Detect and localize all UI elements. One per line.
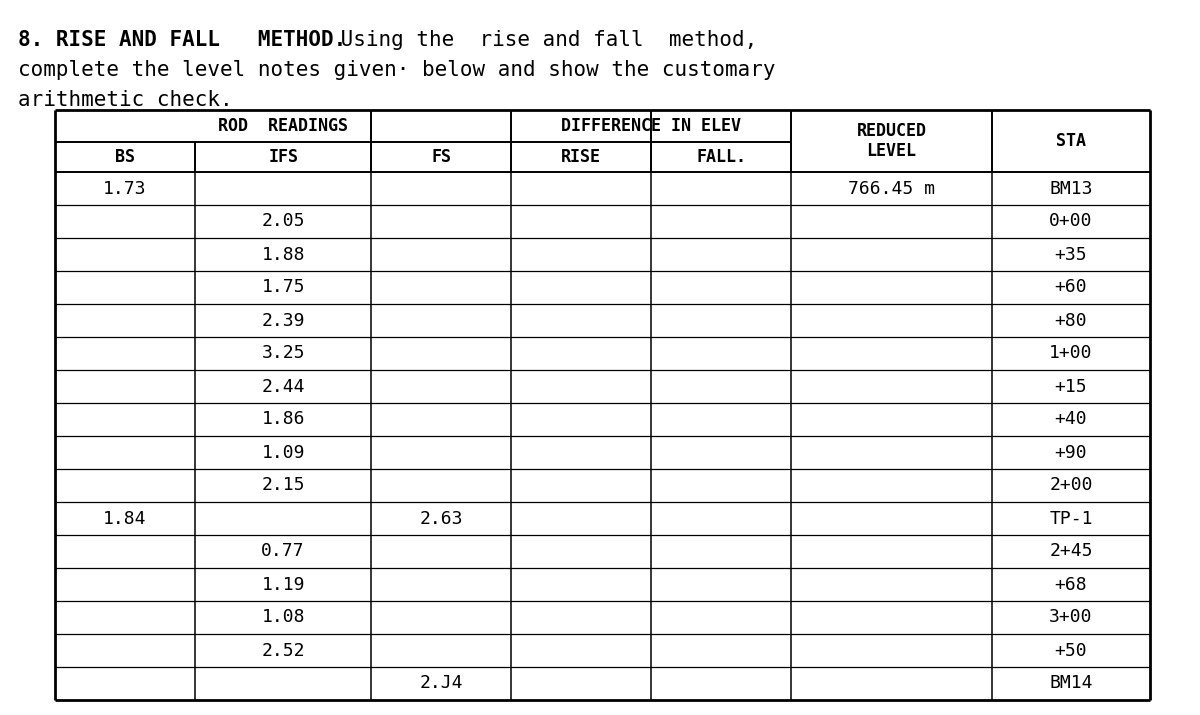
Text: 1.86: 1.86 — [262, 410, 305, 428]
Text: 2.J4: 2.J4 — [420, 674, 463, 693]
Text: FALL.: FALL. — [696, 148, 746, 166]
Text: +90: +90 — [1055, 443, 1087, 461]
Text: 1.19: 1.19 — [262, 576, 305, 593]
Text: 2.44: 2.44 — [262, 378, 305, 395]
Text: 2.63: 2.63 — [420, 510, 463, 528]
Text: BM14: BM14 — [1049, 674, 1093, 693]
Text: +35: +35 — [1055, 245, 1087, 264]
Text: complete the level notes given· below and show the customary: complete the level notes given· below an… — [18, 60, 775, 80]
Text: 2.05: 2.05 — [262, 212, 305, 230]
Text: ROD  READINGS: ROD READINGS — [218, 117, 348, 135]
Text: 1.08: 1.08 — [262, 608, 305, 626]
Text: BS: BS — [115, 148, 134, 166]
Text: IFS: IFS — [268, 148, 298, 166]
Text: 766.45 m: 766.45 m — [848, 179, 935, 197]
Text: 3.25: 3.25 — [262, 345, 305, 363]
Text: 2+00: 2+00 — [1049, 476, 1093, 495]
Text: TP-1: TP-1 — [1049, 510, 1093, 528]
Text: 1.09: 1.09 — [262, 443, 305, 461]
Text: STA: STA — [1056, 132, 1086, 150]
Text: BM13: BM13 — [1049, 179, 1093, 197]
Text: 2.39: 2.39 — [262, 312, 305, 330]
Text: 2.15: 2.15 — [262, 476, 305, 495]
Text: +68: +68 — [1055, 576, 1087, 593]
Text: 1.84: 1.84 — [103, 510, 146, 528]
Text: REDUCED
LEVEL: REDUCED LEVEL — [857, 122, 926, 160]
Text: 1+00: 1+00 — [1049, 345, 1093, 363]
Text: +15: +15 — [1055, 378, 1087, 395]
Text: 1.88: 1.88 — [262, 245, 305, 264]
Text: +60: +60 — [1055, 279, 1087, 297]
Text: DIFFERENCE IN ELEV: DIFFERENCE IN ELEV — [562, 117, 742, 135]
Text: 1.75: 1.75 — [262, 279, 305, 297]
Text: 0+00: 0+00 — [1049, 212, 1093, 230]
Text: 3+00: 3+00 — [1049, 608, 1093, 626]
Text: +40: +40 — [1055, 410, 1087, 428]
Text: 0.77: 0.77 — [262, 543, 305, 561]
Text: 8. RISE AND FALL   METHOD.: 8. RISE AND FALL METHOD. — [18, 30, 347, 50]
Text: 1.73: 1.73 — [103, 179, 146, 197]
Text: FS: FS — [431, 148, 451, 166]
Text: +80: +80 — [1055, 312, 1087, 330]
Text: 2+45: 2+45 — [1049, 543, 1093, 561]
Text: arithmetic check.: arithmetic check. — [18, 90, 233, 110]
Text: 2.52: 2.52 — [262, 641, 305, 659]
Text: +50: +50 — [1055, 641, 1087, 659]
Text: RISE: RISE — [562, 148, 601, 166]
Text: Using the  rise and fall  method,: Using the rise and fall method, — [328, 30, 757, 50]
